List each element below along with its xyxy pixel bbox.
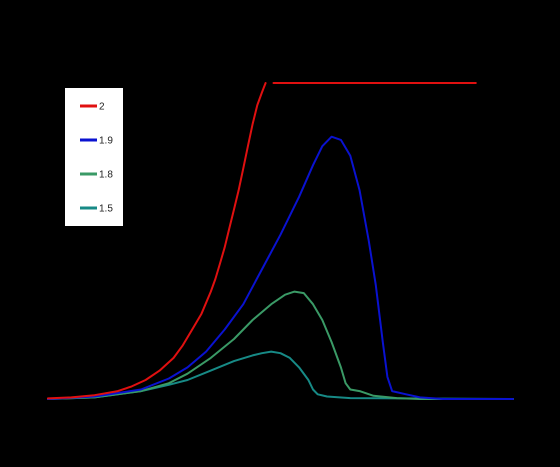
legend-label-1: 1.9: [99, 136, 113, 147]
series-line-0-segment-0: [47, 82, 267, 400]
legend: 2 1.9 1.8 1.5: [65, 88, 123, 226]
legend-box: [65, 88, 123, 226]
series-line-3-segment-0: [47, 350, 514, 400]
plot-area: [47, 82, 514, 400]
series-line-1-segment-0: [47, 135, 514, 400]
legend-label-2: 1.8: [99, 170, 113, 181]
legend-label-3: 1.5: [99, 204, 113, 215]
legend-label-0: 2: [99, 102, 105, 113]
series-line-2-segment-0: [47, 290, 514, 400]
